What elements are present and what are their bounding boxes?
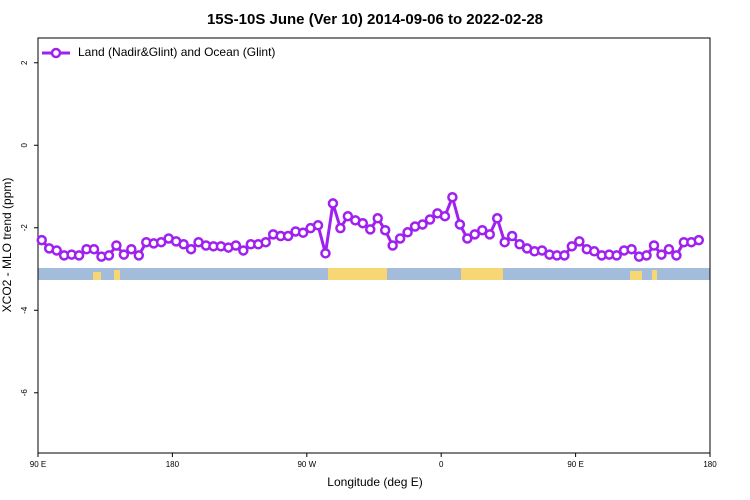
- plot-frame: [37, 37, 711, 454]
- data-point: [402, 227, 413, 238]
- x-tick-label: 90 W: [297, 460, 316, 469]
- data-point: [230, 240, 242, 251]
- data-point: [648, 240, 660, 251]
- data-point: [238, 245, 249, 256]
- data-point: [357, 217, 369, 229]
- data-point: [469, 229, 481, 240]
- data-point: [312, 220, 324, 231]
- data-point: [671, 250, 682, 261]
- land-mask: [38, 268, 710, 280]
- data-point: [387, 240, 398, 251]
- data-point: [297, 227, 309, 238]
- data-point: [379, 224, 391, 236]
- data-point: [506, 230, 518, 242]
- data-point: [514, 239, 525, 250]
- data-point: [73, 250, 85, 261]
- x-axis-label: Longitude (deg E): [327, 475, 422, 489]
- data-point: [320, 248, 331, 259]
- land-strip: [630, 271, 642, 280]
- land-strip: [328, 268, 387, 280]
- data-point: [447, 191, 458, 203]
- land-strip: [114, 270, 120, 280]
- data-point: [491, 213, 503, 224]
- data-point: [499, 236, 510, 248]
- data-point: [656, 249, 667, 260]
- data-point: [133, 250, 145, 261]
- data-point: [424, 214, 436, 225]
- data-point: [126, 243, 137, 255]
- y-tick-label: 0: [20, 142, 29, 147]
- data-point: [36, 234, 47, 246]
- data-point: [574, 236, 585, 247]
- data-point: [118, 249, 130, 260]
- data-point: [260, 236, 271, 248]
- data-point: [327, 198, 339, 209]
- land-strip: [461, 268, 503, 280]
- data-point: [566, 241, 578, 252]
- data-point: [462, 233, 473, 244]
- data-point: [365, 224, 376, 235]
- x-tick-label: 90 E: [567, 460, 583, 469]
- x-tick-label: 0: [439, 460, 444, 469]
- data-point: [88, 243, 100, 255]
- data-point: [372, 213, 383, 224]
- data-point: [335, 222, 346, 234]
- data-point: [559, 250, 570, 261]
- data-point: [536, 245, 548, 256]
- data-point: [185, 243, 197, 255]
- data-point: [484, 229, 495, 240]
- data-point: [641, 250, 652, 261]
- data-point: [417, 219, 428, 230]
- x-tick-label: 180: [166, 460, 180, 469]
- y-tick-label: -2: [20, 224, 29, 232]
- data-point: [111, 240, 122, 251]
- y-tick-label: -6: [20, 389, 29, 397]
- x-tick-label: 180: [703, 460, 717, 469]
- y-tick-label: 2: [20, 60, 29, 65]
- data-point: [394, 233, 406, 244]
- data-point: [589, 246, 600, 257]
- land-strip: [93, 272, 101, 280]
- data-point: [611, 250, 622, 261]
- legend-marker: [50, 47, 62, 59]
- data-point: [178, 239, 189, 250]
- x-tick-label: 90 E: [30, 460, 46, 469]
- data-point: [51, 245, 62, 256]
- data-point: [439, 210, 451, 222]
- data-point: [663, 243, 675, 255]
- data-point: [454, 219, 466, 230]
- data-point: [282, 230, 294, 242]
- data-point: [693, 234, 705, 246]
- data-point: [342, 210, 354, 222]
- data-point: [477, 224, 488, 236]
- y-axis-label: XCO2 - MLO trend (ppm): [0, 178, 14, 313]
- chart-title: 15S-10S June (Ver 10) 2014-09-06 to 2022…: [207, 11, 543, 28]
- land-strip: [652, 270, 657, 280]
- legend-label: Land (Nadir&Glint) and Ocean (Glint): [78, 45, 275, 59]
- data-point: [626, 243, 637, 255]
- data-point: [103, 250, 115, 261]
- y-tick-label: -4: [20, 306, 29, 314]
